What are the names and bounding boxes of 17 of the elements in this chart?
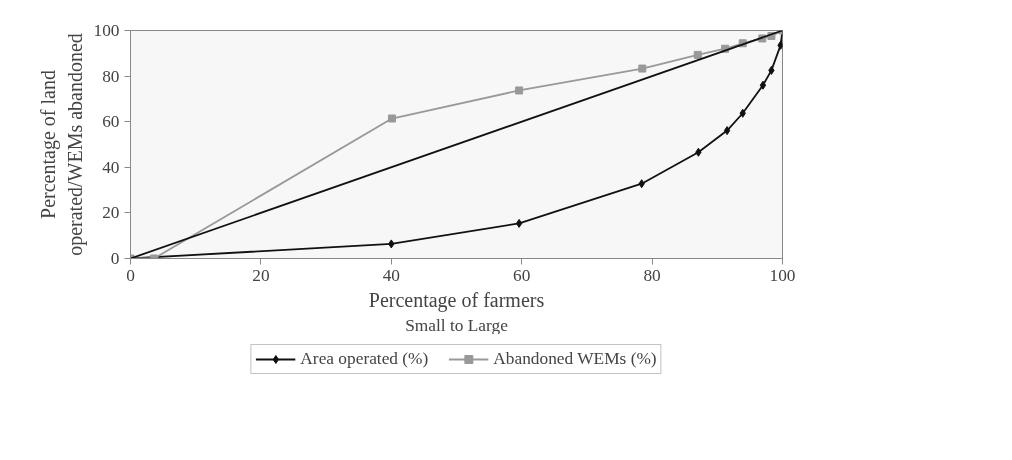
y-tick-label: 20 bbox=[102, 203, 120, 223]
x-tick-label: 40 bbox=[382, 265, 400, 285]
x-axis-title: Percentage of farmers bbox=[368, 288, 545, 312]
y-tick-label: 80 bbox=[102, 66, 120, 86]
x-tick-label: 0 bbox=[126, 265, 135, 285]
text: Small to Large bbox=[405, 315, 509, 335]
y-axis-title: Percentage of land operated/WEMs abandoned bbox=[37, 33, 87, 256]
legend-label: Area operated (%) bbox=[300, 349, 429, 369]
y-tick-label: 100 bbox=[93, 21, 120, 40]
x-tick-label: 80 bbox=[643, 265, 661, 285]
y-tick-label: 60 bbox=[102, 112, 120, 132]
y-tick-label: 40 bbox=[102, 157, 120, 177]
x-tick-label: 100 bbox=[769, 265, 796, 285]
x-tick-label: 60 bbox=[513, 265, 531, 285]
x-tick-label: 20 bbox=[252, 265, 270, 285]
y-tick-label: 0 bbox=[110, 249, 120, 268]
legend-label: Abandoned WEMs (%) bbox=[493, 349, 657, 369]
